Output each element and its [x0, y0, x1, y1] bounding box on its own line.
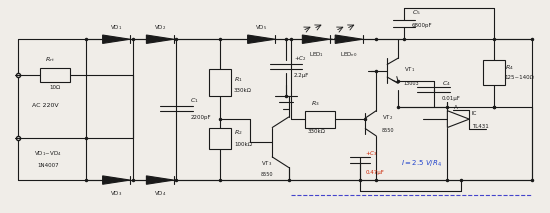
Text: 100kΩ: 100kΩ	[234, 142, 252, 147]
Text: $C_5$: $C_5$	[412, 8, 421, 17]
Text: 0.01μF: 0.01μF	[442, 96, 461, 101]
Text: $R_2$: $R_2$	[234, 128, 243, 137]
Text: VD$_5$: VD$_5$	[255, 23, 267, 32]
Text: $I=2.5\ V/R_4$: $I=2.5\ V/R_4$	[401, 158, 442, 168]
Text: VT$_1$: VT$_1$	[404, 65, 415, 74]
Text: $+C_2$: $+C_2$	[294, 54, 307, 63]
Text: VD$_3$: VD$_3$	[110, 189, 123, 198]
Polygon shape	[302, 35, 329, 43]
Bar	[483, 60, 505, 85]
Text: 6800pF: 6800pF	[412, 23, 432, 28]
Text: A: A	[454, 105, 458, 110]
Bar	[40, 68, 70, 82]
Text: VT$_2$: VT$_2$	[382, 113, 393, 122]
Text: 330kΩ: 330kΩ	[308, 129, 326, 134]
Polygon shape	[146, 176, 174, 184]
Text: 2200pF: 2200pF	[190, 115, 211, 120]
Text: VD$_2$: VD$_2$	[154, 23, 166, 32]
Text: $R_3$: $R_3$	[311, 99, 320, 108]
Text: LED$_{n0}$: LED$_{n0}$	[340, 50, 358, 59]
Text: VD$_1$: VD$_1$	[110, 23, 123, 32]
Text: +$C_3$: +$C_3$	[365, 149, 378, 158]
Bar	[210, 69, 231, 96]
Text: LED$_1$: LED$_1$	[309, 50, 323, 59]
Text: IC: IC	[472, 111, 477, 116]
Text: VD$_1$~VD$_4$: VD$_1$~VD$_4$	[34, 149, 62, 158]
Text: 8550: 8550	[382, 128, 394, 133]
Text: 1N4007: 1N4007	[37, 163, 59, 168]
Text: 330kΩ: 330kΩ	[234, 88, 252, 93]
Text: AC 220V: AC 220V	[32, 102, 58, 108]
Bar	[305, 111, 335, 128]
Text: $R_1$: $R_1$	[234, 75, 243, 84]
Text: VT$_3$: VT$_3$	[261, 159, 272, 168]
Text: $R_{rt}$: $R_{rt}$	[45, 55, 54, 64]
Polygon shape	[103, 35, 130, 43]
Text: TL431: TL431	[472, 124, 489, 128]
Text: $R_4$: $R_4$	[505, 63, 514, 72]
Text: 8550: 8550	[261, 172, 273, 177]
Text: 10Ω: 10Ω	[49, 85, 60, 90]
Text: 2.2μF: 2.2μF	[294, 73, 310, 78]
Text: $C_1$: $C_1$	[190, 96, 199, 105]
Polygon shape	[146, 35, 174, 43]
Polygon shape	[335, 35, 362, 43]
Text: $C_4$: $C_4$	[442, 79, 451, 88]
Text: ...: ...	[328, 32, 337, 41]
Bar	[210, 128, 231, 148]
Text: VD$_4$: VD$_4$	[154, 189, 166, 198]
Text: 13003: 13003	[404, 82, 419, 86]
Text: 0.47μF: 0.47μF	[365, 170, 384, 175]
Polygon shape	[103, 176, 130, 184]
Text: 125~140Ω: 125~140Ω	[505, 75, 535, 80]
Polygon shape	[248, 35, 275, 43]
